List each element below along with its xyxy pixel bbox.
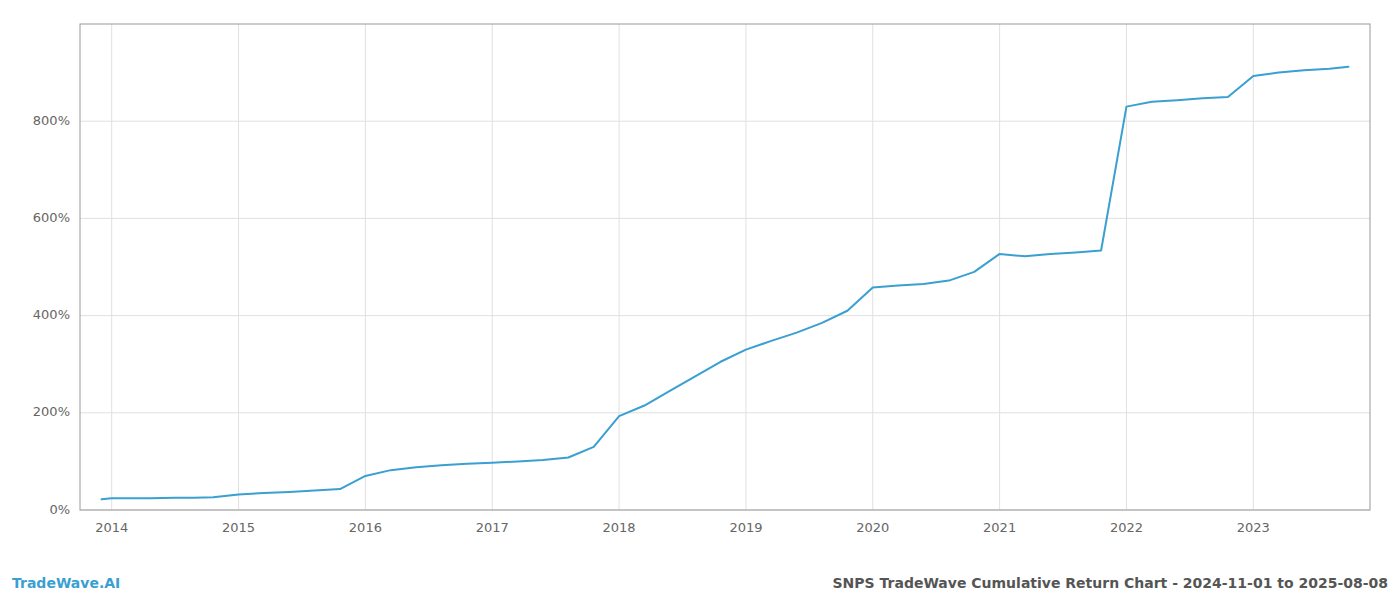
grid-line bbox=[80, 121, 1370, 122]
grid-line bbox=[80, 315, 1370, 316]
tick-label: 2022 bbox=[1110, 520, 1143, 535]
grid-line bbox=[619, 24, 620, 510]
tick-label: 600% bbox=[33, 210, 70, 225]
grid bbox=[80, 24, 1370, 510]
grid-line bbox=[365, 24, 366, 510]
tick-label: 800% bbox=[33, 113, 70, 128]
axes: 0% 200% 400% 600% 800% 2014 2015 2016 2017 2018 20… bbox=[33, 24, 1370, 535]
grid-line bbox=[872, 24, 873, 510]
tick-label: 2016 bbox=[349, 520, 382, 535]
grid-line bbox=[111, 24, 112, 510]
tick-label: 200% bbox=[33, 404, 70, 419]
tick-label: 2021 bbox=[983, 520, 1016, 535]
grid-line bbox=[492, 24, 493, 510]
watermark: TradeWave.AI bbox=[12, 575, 120, 591]
grid-line bbox=[238, 24, 239, 510]
plot-area bbox=[102, 67, 1349, 500]
title: SNPS TradeWave Cumulative Return Chart -… bbox=[833, 575, 1389, 591]
tick-label: 400% bbox=[33, 307, 70, 322]
grid-line bbox=[1253, 24, 1254, 510]
tick-label: 2018 bbox=[603, 520, 636, 535]
grid-line bbox=[1126, 24, 1127, 510]
tick-label: 2020 bbox=[856, 520, 889, 535]
tick-label: 2015 bbox=[222, 520, 255, 535]
tick-label: 2014 bbox=[95, 520, 128, 535]
data-line bbox=[102, 67, 1349, 500]
tick-label: 2023 bbox=[1237, 520, 1270, 535]
tick-label: 0% bbox=[49, 502, 70, 517]
grid-line bbox=[745, 24, 746, 510]
chart: 0% 200% 400% 600% 800% 2014 2015 2016 2017 2018 20… bbox=[0, 0, 1400, 600]
grid-line bbox=[999, 24, 1000, 510]
grid-line bbox=[80, 412, 1370, 413]
page: {"chart_data": { "type": "line", "title"… bbox=[0, 0, 1400, 600]
tick-label: 2017 bbox=[476, 520, 509, 535]
tick-label: 2019 bbox=[729, 520, 762, 535]
grid-line bbox=[80, 218, 1370, 219]
plot-frame bbox=[80, 24, 1370, 510]
